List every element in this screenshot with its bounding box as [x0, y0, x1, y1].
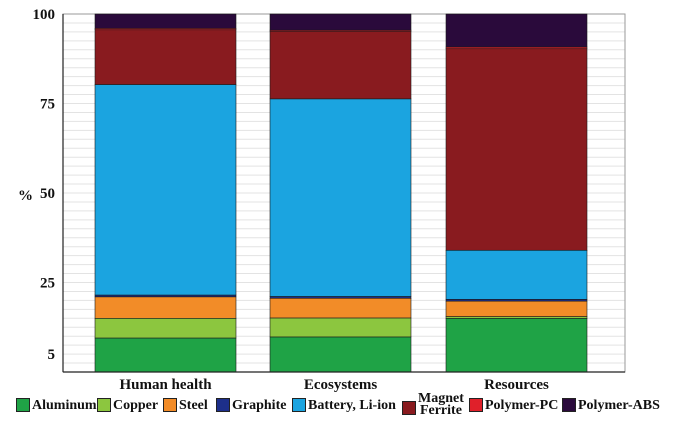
- bar-segment-aluminum-resources: [445, 317, 588, 373]
- bars: [94, 13, 588, 373]
- y-tick-labels: 5 25 50 75 100: [33, 7, 56, 363]
- y-tick-label: 100: [33, 7, 56, 23]
- legend-swatch-magnet-ferrite: [402, 401, 416, 415]
- legend-label-steel: Steel: [179, 397, 208, 413]
- y-tick-label: 75: [40, 97, 55, 113]
- legend-swatch-battery: [292, 398, 306, 412]
- legend-item-magnet-ferrite: Magnet Ferrite: [402, 391, 464, 418]
- y-tick-label: 5: [48, 347, 56, 363]
- legend: Aluminum Copper Steel Graphite Battery, …: [0, 392, 676, 424]
- legend-item-steel: Steel: [163, 398, 208, 412]
- y-tick-label: 50: [40, 186, 55, 202]
- y-axis-label: %: [18, 188, 33, 204]
- legend-swatch-graphite: [216, 398, 230, 412]
- bar-segment-battery-li-ion-ecosystems: [269, 98, 412, 297]
- legend-item-aluminum: Aluminum: [16, 398, 97, 412]
- legend-item-battery: Battery, Li-ion: [292, 398, 396, 412]
- bar-segment-aluminum-human-health: [94, 337, 237, 373]
- bar-segment-steel-ecosystems: [269, 297, 412, 319]
- bar-segment-polymer-abs-resources: [445, 13, 588, 48]
- legend-swatch-copper: [97, 398, 111, 412]
- legend-item-copper: Copper: [97, 398, 158, 412]
- legend-label-magnet: Magnet: [418, 391, 464, 406]
- legend-label-battery: Battery, Li-ion: [308, 397, 396, 413]
- legend-item-polymer-abs: Polymer-ABS: [562, 398, 660, 412]
- x-category-label: Ecosystems: [304, 377, 377, 392]
- legend-swatch-polymer-abs: [562, 398, 576, 412]
- legend-swatch-steel: [163, 398, 177, 412]
- legend-swatch-polymer-pc: [469, 398, 483, 412]
- bar-segment-magnet-ferrite-ecosystems: [269, 30, 412, 100]
- bar-segment-magnet-ferrite-resources: [445, 48, 588, 251]
- bar-segment-aluminum-ecosystems: [269, 336, 412, 373]
- x-category-label: Human health: [119, 377, 212, 392]
- legend-item-graphite: Graphite: [216, 398, 286, 412]
- bar-segment-copper-ecosystems: [269, 317, 412, 338]
- stacked-bar-chart: 5 25 50 75 100 % Human health Ecosystems Resou…: [18, 7, 626, 392]
- legend-item-polymer-pc: Polymer-PC: [469, 398, 558, 412]
- bar-segment-battery-li-ion-human-health: [94, 84, 237, 296]
- bar-segment-polymer-abs-ecosystems: [269, 13, 412, 31]
- bar-segment-magnet-ferrite-human-health: [94, 29, 237, 85]
- legend-swatch-aluminum: [16, 398, 30, 412]
- bar-segment-copper-human-health: [94, 317, 237, 339]
- bar-segment-battery-li-ion-resources: [445, 249, 588, 300]
- legend-label-magnet-ferrite: Magnet Ferrite: [418, 391, 464, 418]
- x-category-label: Resources: [484, 377, 549, 392]
- bar-segment-steel-human-health: [94, 296, 237, 319]
- legend-label-aluminum: Aluminum: [32, 397, 97, 413]
- bar-segment-steel-resources: [445, 300, 588, 317]
- x-category-labels: Human health Ecosystems Resources: [119, 377, 549, 392]
- legend-label-polymer-pc: Polymer-PC: [485, 397, 559, 413]
- bar-segment-polymer-abs-human-health: [94, 13, 237, 29]
- legend-label-polymer-abs: Polymer-ABS: [578, 397, 660, 413]
- y-tick-label: 25: [40, 276, 55, 292]
- legend-label-ferrite: Ferrite: [419, 403, 462, 418]
- legend-label-graphite: Graphite: [232, 397, 287, 413]
- legend-label-copper: Copper: [113, 397, 159, 413]
